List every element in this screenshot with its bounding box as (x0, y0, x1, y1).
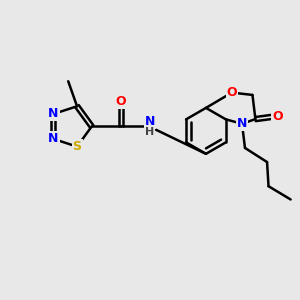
Text: O: O (226, 86, 237, 99)
Text: H: H (145, 127, 154, 137)
Text: N: N (48, 132, 59, 146)
Text: S: S (73, 140, 82, 153)
Text: N: N (48, 107, 59, 121)
Text: O: O (272, 110, 283, 123)
Text: O: O (116, 95, 127, 108)
Text: N: N (145, 115, 155, 128)
Text: N: N (237, 117, 247, 130)
